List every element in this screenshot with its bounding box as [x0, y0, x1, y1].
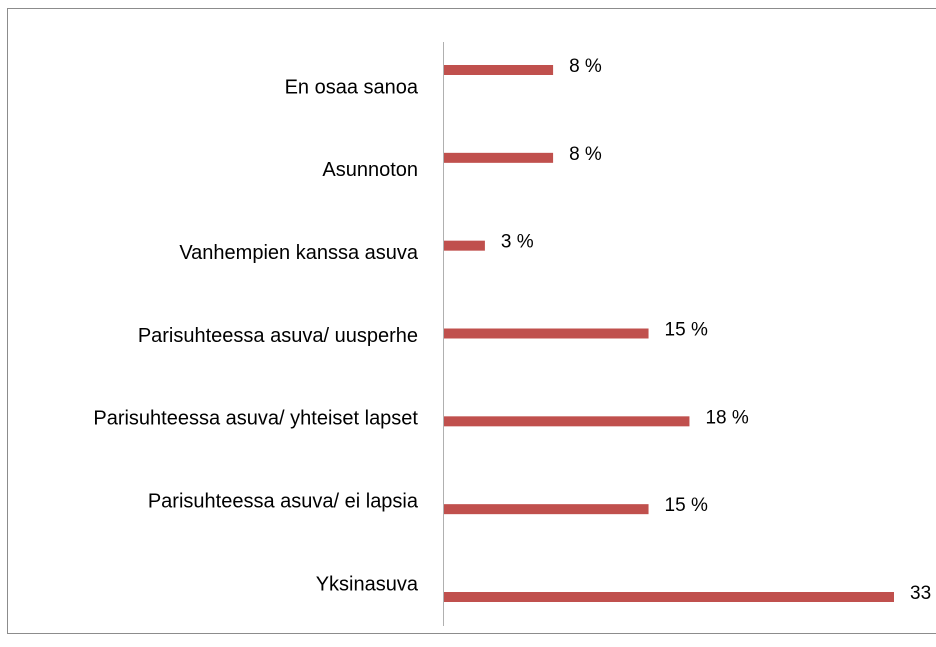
category-label: Parisuhteessa asuva/ uusperhe — [138, 325, 418, 347]
value-label: 15 % — [665, 320, 708, 341]
category-label: Asunnoton — [322, 159, 418, 181]
category-label: Yksinasuva — [316, 573, 419, 595]
value-label: 33 % — [910, 583, 936, 604]
value-label: 8 % — [569, 144, 602, 165]
category-label: Parisuhteessa asuva/ yhteiset lapset — [93, 408, 418, 430]
category-label: En osaa sanoa — [285, 76, 419, 98]
value-label: 15 % — [665, 495, 708, 516]
bar — [444, 592, 894, 602]
bar — [444, 328, 649, 339]
bar — [444, 504, 649, 515]
value-label: 18 % — [705, 407, 748, 428]
bar — [444, 240, 485, 251]
category-label: Vanhempien kanssa asuva — [179, 242, 419, 264]
bar — [444, 416, 690, 427]
bar — [444, 152, 554, 163]
category-label: Parisuhteessa asuva/ ei lapsia — [148, 490, 419, 512]
chart-frame — [7, 8, 936, 634]
value-label: 3 % — [501, 232, 534, 253]
value-label: 8 % — [569, 56, 602, 77]
bar — [444, 65, 554, 75]
